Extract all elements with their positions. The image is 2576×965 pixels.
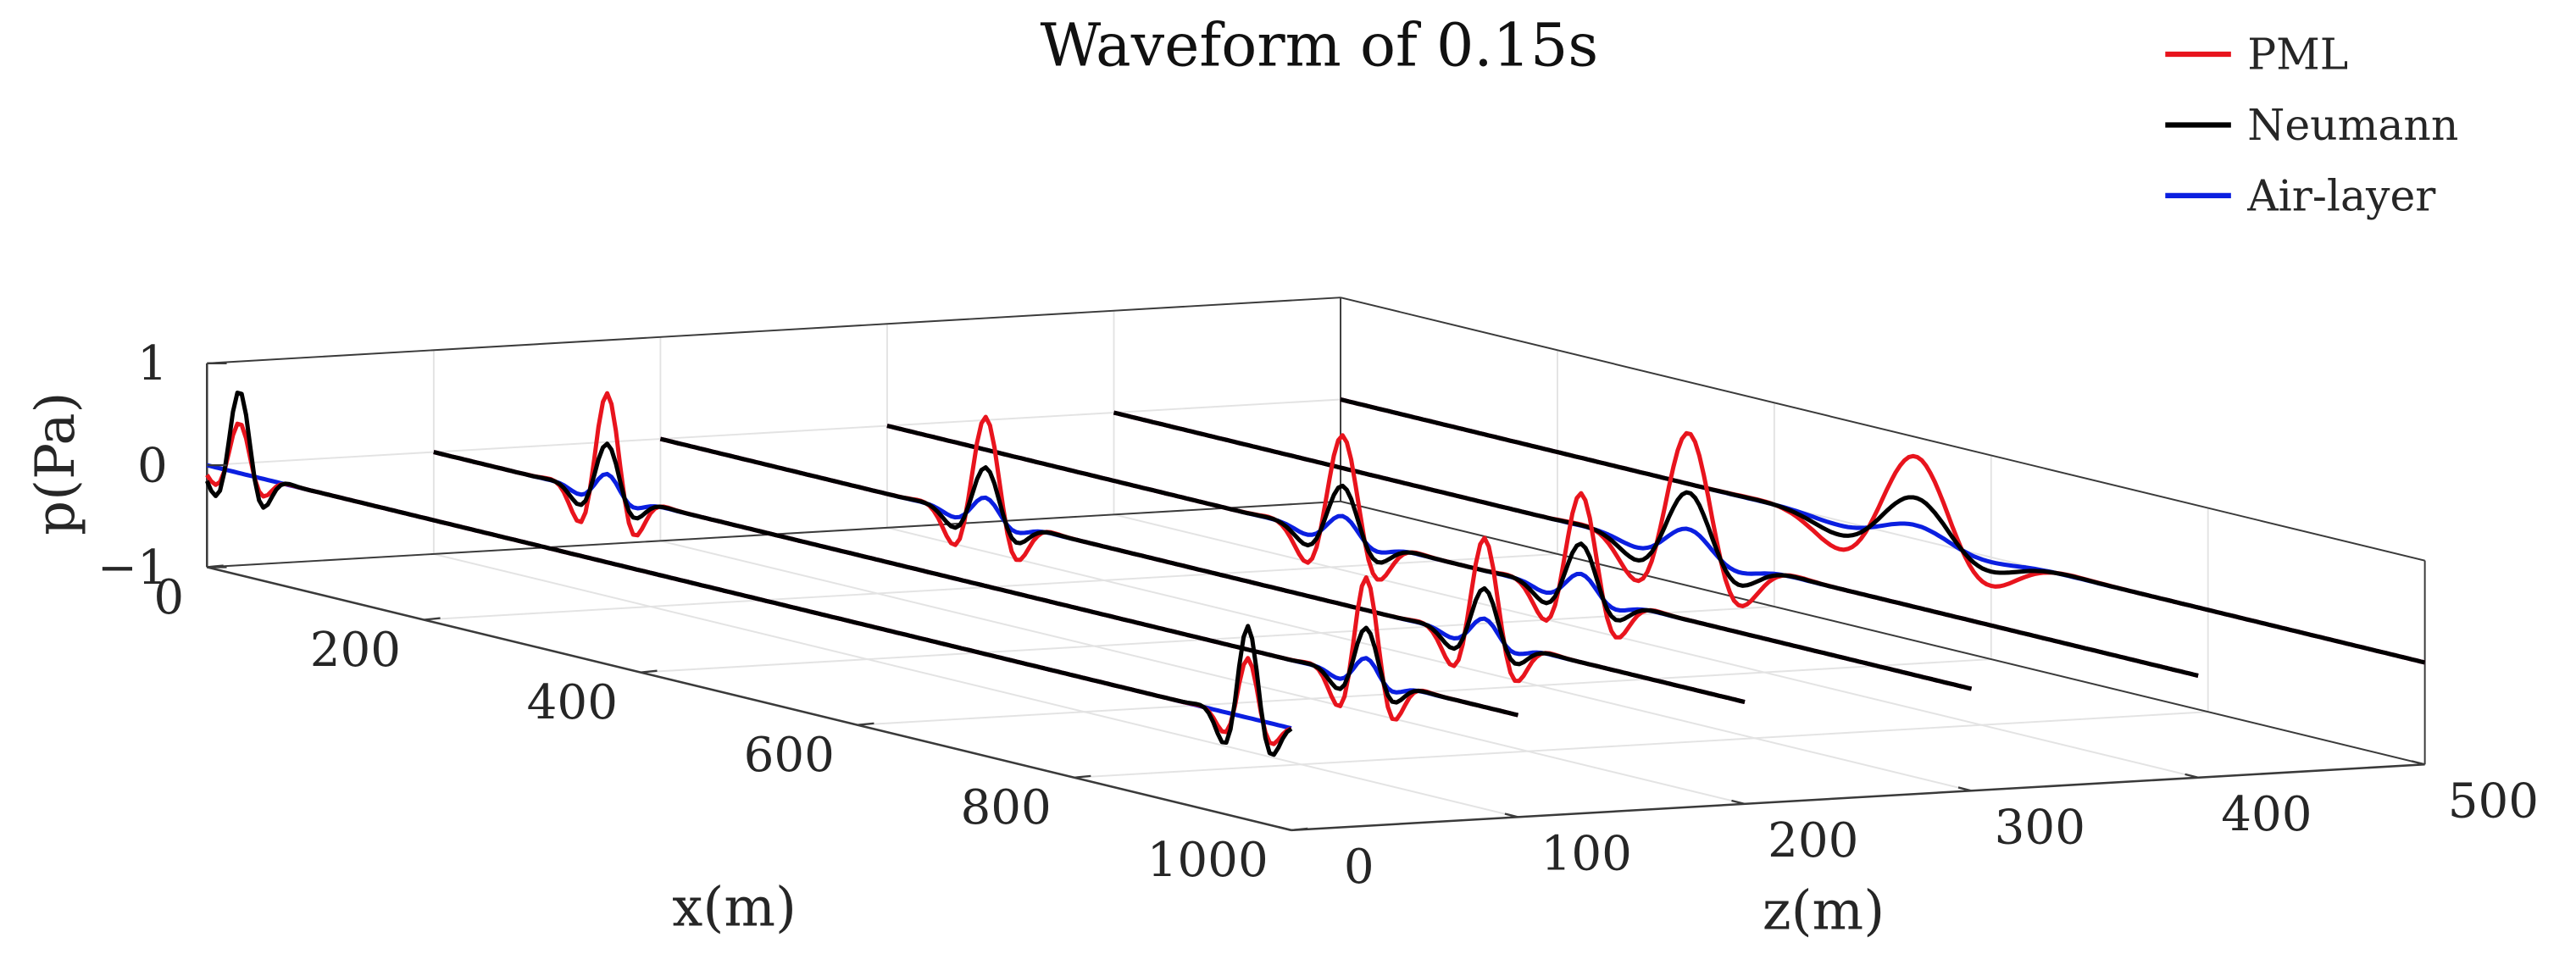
x-tick-label: 1000 [1147,833,1269,888]
x-tick-mark [1074,774,1091,779]
p-tick-label: 1 [137,336,168,391]
x-axis-line [206,566,1292,832]
x-tick-label: 200 [310,623,401,678]
z-axis-label: p(Pa) [25,392,87,535]
z-tick-label: 300 [1995,800,2085,855]
x-axis-label: x(m) [672,876,797,939]
z-tick-mark [1278,825,1292,832]
z-tick-mark [1731,799,1746,805]
x-tick-mark [857,722,874,726]
legend-label-air-layer: Air-layer [2246,170,2436,220]
grid-line-z-floor [660,540,1746,805]
x-tick-label: 0 [153,570,184,625]
grid-line-z-floor [433,552,1518,818]
grid-line-z-floor [1113,513,2199,779]
box-edge-top-back [207,297,1341,364]
z-tick-label: 500 [2448,774,2539,829]
z-axis-line [1291,763,2425,832]
z-tick-mark [1504,812,1518,818]
legend-label-neumann: Neumann [2247,100,2458,150]
chart-title: Waveform of 0.15s [1040,12,1598,80]
z-tick-label: 200 [1768,813,1858,868]
plot-series [204,391,2426,757]
grid-line-p-backwall [207,398,1341,467]
series-neumann-z0 [204,391,1293,757]
series-neumann-z200 [659,436,1746,704]
legend: PML Neumann Air-layer [2165,29,2458,220]
legend-label-pml: PML [2247,29,2348,79]
series-neumann-z400 [1113,410,2199,678]
box-edge-top-side [1340,297,2425,562]
z-tick-label: 100 [1541,826,1632,881]
y-axis-label: z(m) [1763,879,1885,942]
box-edge-floor-side [1340,500,2425,766]
x-tick-label: 600 [744,728,835,783]
z-tick-mark [1957,786,1972,792]
grid-line-z-floor [886,526,1972,792]
p-tick-label: −1 [97,541,168,596]
z-tick-mark [2411,760,2425,766]
x-tick-mark [1291,827,1308,832]
x-tick-label: 400 [527,675,618,730]
z-tick-label: 0 [1344,840,1374,895]
x-tick-mark [424,617,441,621]
series-neumann-z100 [433,441,1518,718]
z-tick-mark [2185,773,2199,779]
p-tick-label: 0 [137,439,168,494]
x-tick-label: 800 [961,780,1052,835]
series-neumann-z500 [1340,397,2426,665]
z-tick-label: 400 [2221,787,2312,842]
series-neumann-z300 [886,424,1973,691]
grid-line-x-floor [1074,711,2208,779]
x-tick-mark [641,669,658,674]
